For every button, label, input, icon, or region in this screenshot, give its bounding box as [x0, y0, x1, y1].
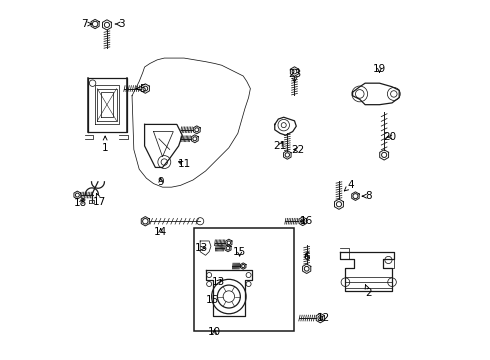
Text: 9: 9: [157, 177, 164, 187]
Text: 12: 12: [317, 313, 331, 323]
Text: 15: 15: [206, 295, 220, 305]
Text: 22: 22: [292, 144, 305, 154]
Bar: [194, 228, 294, 330]
Text: 15: 15: [233, 247, 246, 257]
Text: 3: 3: [115, 19, 124, 29]
Text: 11: 11: [177, 159, 191, 169]
Text: 21: 21: [273, 141, 287, 151]
Text: 20: 20: [384, 132, 397, 142]
Text: 6: 6: [303, 252, 310, 262]
Text: 10: 10: [208, 327, 221, 337]
Text: 7: 7: [81, 19, 92, 29]
Text: 5: 5: [136, 84, 146, 94]
Text: 13: 13: [212, 277, 225, 287]
Text: 13: 13: [195, 243, 208, 253]
Text: 8: 8: [362, 191, 372, 201]
Text: 1: 1: [102, 136, 108, 153]
Text: 16: 16: [299, 216, 313, 226]
Text: 14: 14: [154, 227, 168, 237]
Text: 18: 18: [74, 198, 87, 208]
Text: 23: 23: [288, 69, 301, 82]
Text: 4: 4: [344, 180, 354, 191]
Text: 19: 19: [373, 64, 386, 74]
Text: 17: 17: [93, 193, 106, 207]
Text: 2: 2: [365, 285, 372, 298]
